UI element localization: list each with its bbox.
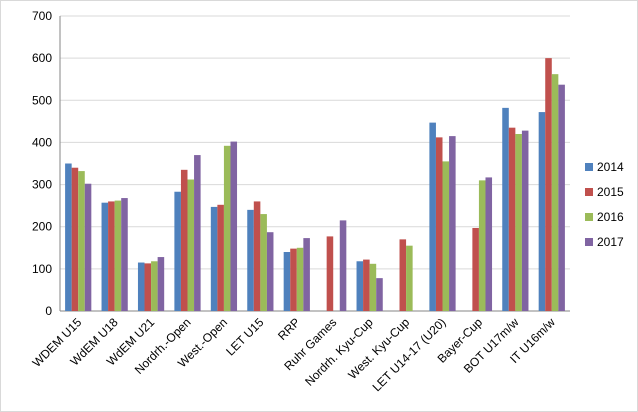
bar (78, 171, 85, 311)
bar (442, 161, 450, 311)
bar (515, 134, 522, 311)
bar (296, 247, 304, 311)
bar (449, 136, 456, 311)
y-tick-label: 700 (32, 9, 52, 23)
bar (260, 214, 267, 311)
bar (108, 201, 115, 311)
y-tick-label: 300 (32, 178, 52, 192)
bar (545, 58, 552, 312)
bar (478, 180, 486, 311)
bar (121, 198, 128, 311)
legend-swatch (585, 188, 593, 196)
bar (210, 206, 218, 311)
y-tick-label: 200 (32, 220, 52, 234)
bar (144, 263, 152, 311)
bar (247, 209, 254, 311)
bar (508, 127, 516, 311)
bar (485, 177, 493, 311)
legend-label: 2014 (597, 160, 624, 174)
bar (429, 122, 436, 311)
bar (326, 236, 334, 311)
bar (399, 239, 407, 311)
bar (538, 112, 546, 311)
bar (84, 183, 92, 311)
bar (65, 163, 72, 311)
bar (558, 84, 565, 311)
bar (137, 262, 145, 311)
bar (472, 227, 479, 311)
bar (71, 167, 79, 311)
bar (253, 201, 261, 311)
legend-label: 2016 (597, 210, 624, 224)
legend-label: 2015 (597, 185, 624, 199)
bar (339, 220, 347, 311)
bar (151, 261, 158, 311)
bar (290, 248, 297, 311)
bar (376, 278, 383, 311)
bar (223, 145, 231, 311)
y-tick-label: 500 (32, 93, 52, 107)
bar (303, 238, 310, 311)
bar (114, 200, 122, 311)
bar (435, 137, 443, 311)
legend-swatch (585, 213, 593, 221)
bar (521, 130, 529, 311)
bar (363, 259, 370, 311)
legend-swatch (585, 238, 593, 246)
bar (283, 252, 291, 311)
y-tick-label: 100 (32, 262, 52, 276)
legend-label: 2017 (597, 235, 624, 249)
bar (551, 74, 559, 312)
y-tick-label: 400 (32, 135, 52, 149)
bar (101, 202, 109, 311)
y-tick-label: 600 (32, 51, 52, 65)
bar (369, 263, 377, 311)
legend-swatch (585, 163, 593, 171)
y-tick-label: 0 (45, 304, 52, 318)
bar (230, 141, 238, 311)
bar (502, 107, 509, 311)
bar (266, 232, 274, 311)
bar (180, 169, 188, 311)
bar (157, 257, 165, 311)
bar (174, 191, 181, 311)
bar (356, 261, 364, 311)
bar (406, 245, 413, 311)
bar (194, 155, 201, 311)
bar (217, 204, 224, 311)
bar (187, 179, 195, 311)
